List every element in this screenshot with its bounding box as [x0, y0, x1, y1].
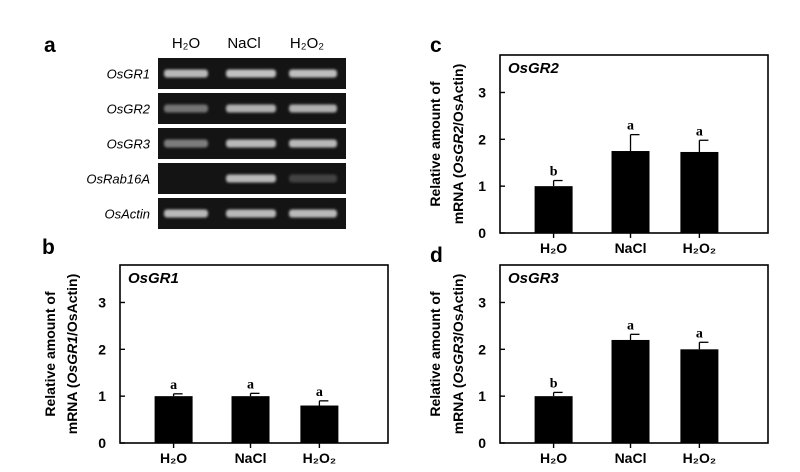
bar	[300, 405, 339, 443]
significance-letter: a	[627, 119, 634, 134]
y-axis-label-line1: Relative amount of	[427, 81, 443, 207]
x-tick-label: H₂O₂	[683, 240, 716, 256]
x-tick-label: H₂O	[540, 240, 567, 256]
y-tick-label: 3	[478, 294, 486, 310]
significance-letter: a	[696, 326, 703, 341]
y-tick-label: 3	[98, 294, 106, 310]
gel-band	[226, 139, 276, 148]
bar	[231, 396, 270, 443]
chart-title: OsGR3	[508, 270, 560, 287]
gel-column-header: NaCl	[227, 35, 260, 52]
y-axis-label-line1: Relative amount of	[42, 291, 58, 417]
significance-letter: a	[170, 378, 177, 393]
y-axis-label-line2: mRNA (OsGR3/OsActin)	[450, 274, 466, 435]
gel-band	[289, 69, 337, 78]
y-tick-label: 2	[98, 341, 106, 357]
ylabel-suffix: /OsActin)	[450, 274, 466, 336]
y-axis-label-line2: mRNA (OsGR1/OsActin)	[64, 274, 80, 435]
gel-gene-label: OsGR2	[107, 102, 151, 117]
gel-band	[164, 209, 208, 218]
gel-band	[164, 104, 208, 113]
ylabel-prefix: mRNA (	[64, 383, 80, 434]
ylabel-suffix: /OsActin)	[450, 64, 466, 126]
gel-gene-label: OsGR1	[107, 67, 150, 82]
y-tick-label: 1	[478, 178, 486, 194]
y-tick-label: 2	[478, 341, 486, 357]
y-tick-label: 1	[98, 388, 106, 404]
significance-letter: b	[550, 376, 558, 391]
gel-band	[164, 69, 208, 78]
bar	[534, 186, 573, 233]
significance-letter: a	[696, 124, 703, 139]
x-tick-label: NaCl	[615, 240, 647, 256]
x-tick-label: NaCl	[615, 450, 647, 466]
bar	[611, 151, 650, 233]
x-tick-label: H₂O₂	[303, 450, 336, 466]
panel-label-b: b	[42, 236, 55, 259]
panel-label-a: a	[44, 34, 56, 57]
gel-band	[226, 209, 276, 218]
y-tick-label: 0	[98, 435, 106, 451]
x-tick-label: H₂O₂	[683, 450, 716, 466]
y-tick-label: 1	[478, 388, 486, 404]
x-tick-label: H₂O	[540, 450, 567, 466]
ylabel-gene: OsGR1	[64, 336, 80, 384]
gel-gene-label: OsRab16A	[86, 172, 150, 187]
y-tick-label: 3	[478, 84, 486, 100]
ylabel-prefix: mRNA (	[450, 383, 466, 434]
gel-band	[289, 139, 337, 148]
chart-title: OsGR1	[128, 270, 179, 287]
bar	[534, 396, 573, 443]
bar	[611, 339, 650, 443]
y-axis-label-line1: Relative amount of	[427, 291, 443, 417]
ylabel-prefix: mRNA (	[450, 173, 466, 224]
gel-gene-label: OsGR3	[107, 137, 151, 152]
ylabel-gene: OsGR3	[450, 336, 466, 384]
significance-letter: a	[627, 318, 634, 333]
ylabel-gene: OsGR2	[450, 126, 466, 174]
significance-letter: a	[247, 377, 254, 392]
panel-label-d: d	[430, 244, 443, 267]
gel-band	[289, 209, 337, 218]
panel-label-c: c	[430, 34, 442, 57]
chart-title: OsGR2	[508, 60, 560, 77]
bar	[680, 349, 719, 443]
bar	[680, 151, 719, 233]
gel-column-header: H₂O₂	[290, 35, 324, 52]
gel-band	[226, 174, 276, 183]
gel-band	[164, 139, 208, 148]
gel-band	[226, 69, 276, 78]
gel-panel: a H₂O NaCl H₂O₂ OsGR1 OsGR2 OsGR3 OsRab16A OsAct…	[44, 34, 346, 229]
bar	[154, 396, 193, 443]
gel-gene-label: OsActin	[104, 207, 150, 222]
significance-letter: b	[550, 165, 558, 180]
ylabel-suffix: /OsActin)	[64, 274, 80, 336]
x-tick-label: H₂O	[160, 450, 187, 466]
gel-band	[226, 104, 276, 113]
gel-band	[289, 174, 337, 183]
gel-band	[289, 104, 337, 113]
significance-letter: a	[316, 385, 323, 400]
y-tick-label: 2	[478, 131, 486, 147]
x-tick-label: NaCl	[235, 450, 267, 466]
y-tick-label: 0	[478, 225, 486, 241]
y-axis-label-line2: mRNA (OsGR2/OsActin)	[450, 64, 466, 225]
gel-column-header: H₂O	[172, 35, 200, 52]
y-tick-label: 0	[478, 435, 486, 451]
